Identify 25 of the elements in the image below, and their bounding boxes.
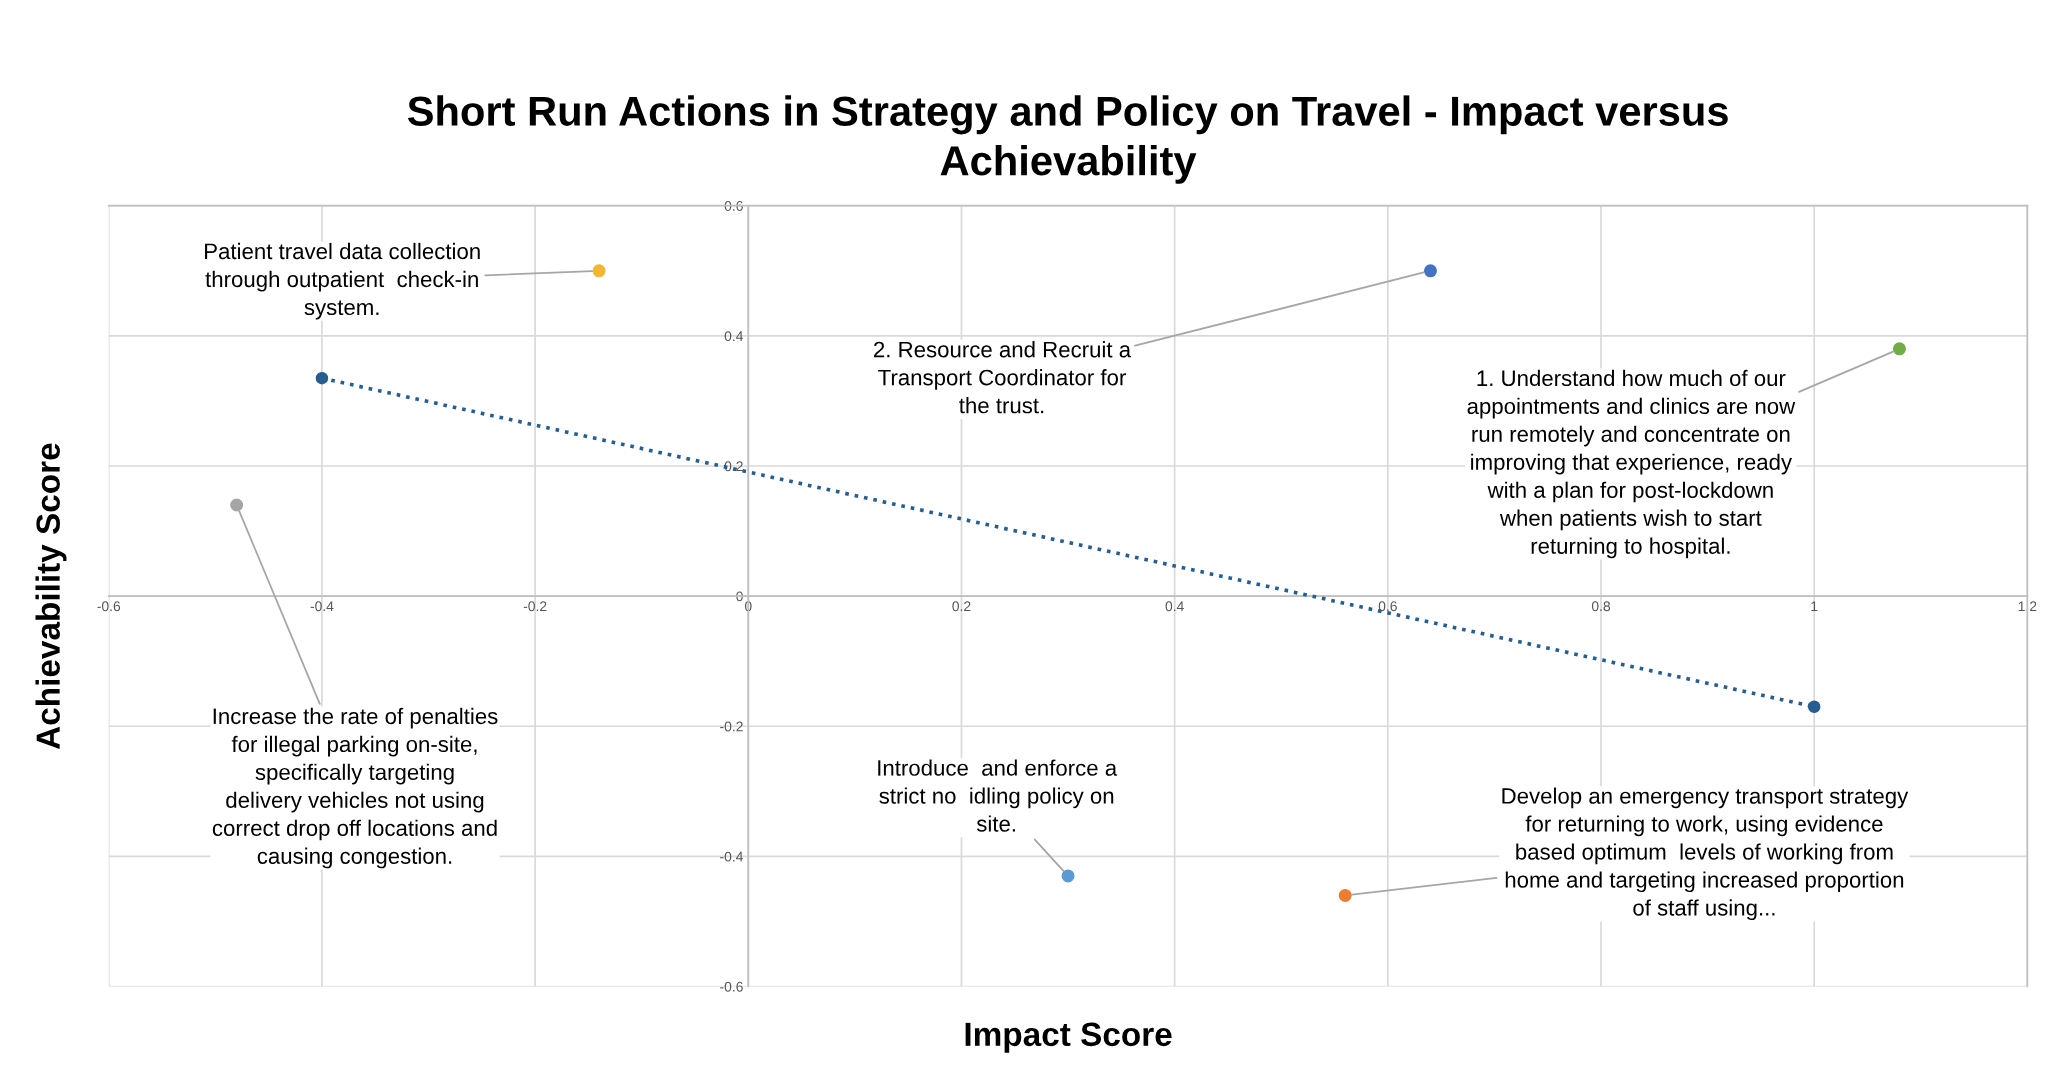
x-tick-label: 0.2 <box>952 601 971 612</box>
x-tick-label: 0.4 <box>1165 601 1184 612</box>
y-tick-label: -0.2 <box>720 721 743 732</box>
annotation: Develop an emergency transport strategy for returning to work, using evidence based optimum levels of working from home and targeting increased proportion of staff using... <box>1502 787 1909 921</box>
x-axis-title: Impact Score <box>965 1022 1172 1053</box>
x-tick-label: -0.6 <box>97 601 121 612</box>
y-axis-title: Achievability Score <box>35 443 67 750</box>
chart-title: Short Run Actions in Strategy and Policy on Travel - Impact versus Achievability <box>407 95 1728 184</box>
x-tick-label: 0.8 <box>1591 601 1611 612</box>
point <box>1807 700 1821 713</box>
y-tick-label: 0.4 <box>724 331 744 342</box>
y-tick-label: -0.4 <box>720 851 744 862</box>
annotation: Introduce and enforce a strict no idling policy on site. <box>878 759 1118 832</box>
x-tick-label: -0.4 <box>310 601 334 612</box>
annotation: 1. Understand how much of our appointments and clinics are now run remotely and concentrate on improving that experience, ready with a plan for post-lockdown when patients wish to start returning to hospital. <box>1467 369 1796 559</box>
x-tick-label: -0.2 <box>523 601 547 612</box>
y-tick-label: -0.6 <box>720 981 743 992</box>
annotation: 2. Resource and Recruit a Transport Coordinator for the trust. <box>874 341 1132 414</box>
point <box>315 371 329 385</box>
annotation: Increase the rate of penalties for illegal parking on-site, specifically targeting delivery vehicles not using correct drop off locations and causing congestion. <box>212 707 498 869</box>
x-tick-label: 0.6 <box>1378 601 1397 612</box>
y-tick-label: 0.2 <box>724 461 743 472</box>
x-tick-label: 1 <box>1811 601 1818 612</box>
annotation: Patient travel data collection through outpatient check-in system. <box>205 242 480 320</box>
x-tick-label: 1.2 <box>2018 601 2037 612</box>
